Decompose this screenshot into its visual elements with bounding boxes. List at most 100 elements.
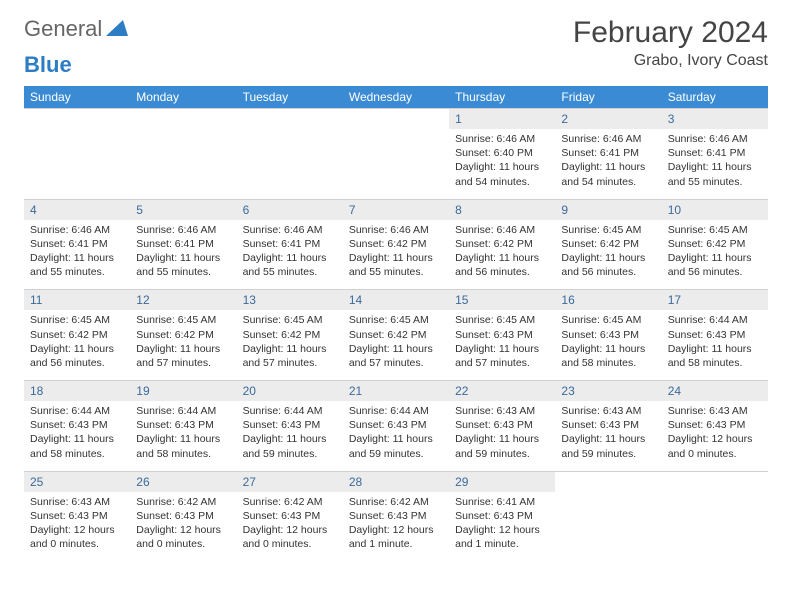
- day-detail-cell: Sunrise: 6:42 AMSunset: 6:43 PMDaylight:…: [130, 492, 236, 562]
- sunset-label: Sunset: 6:41 PM: [30, 238, 108, 250]
- sunrise-label: Sunrise: 6:43 AM: [668, 405, 748, 417]
- sunrise-label: Sunrise: 6:46 AM: [30, 224, 110, 236]
- day-detail-cell: [237, 129, 343, 199]
- day-detail-cell: Sunrise: 6:43 AMSunset: 6:43 PMDaylight:…: [449, 401, 555, 471]
- sunrise-label: Sunrise: 6:42 AM: [243, 496, 323, 508]
- daylight-label: Daylight: 12 hours and 0 minutes.: [30, 524, 115, 550]
- sunrise-label: Sunrise: 6:45 AM: [243, 314, 323, 326]
- daylight-label: Daylight: 11 hours and 56 minutes.: [668, 252, 752, 278]
- sunrise-label: Sunrise: 6:43 AM: [30, 496, 110, 508]
- day-detail-cell: Sunrise: 6:44 AMSunset: 6:43 PMDaylight:…: [130, 401, 236, 471]
- week-4-numbers: 2526272829: [24, 471, 768, 492]
- sunrise-label: Sunrise: 6:46 AM: [136, 224, 216, 236]
- day-detail-cell: Sunrise: 6:46 AMSunset: 6:41 PMDaylight:…: [237, 220, 343, 290]
- day-detail-cell: Sunrise: 6:41 AMSunset: 6:43 PMDaylight:…: [449, 492, 555, 562]
- weekday-header-row: SundayMondayTuesdayWednesdayThursdayFrid…: [24, 86, 768, 109]
- day-detail-cell: Sunrise: 6:43 AMSunset: 6:43 PMDaylight:…: [662, 401, 768, 471]
- day-detail-cell: [662, 492, 768, 562]
- sunset-label: Sunset: 6:42 PM: [561, 238, 639, 250]
- day-number-cell: 12: [130, 290, 236, 311]
- sunset-label: Sunset: 6:42 PM: [455, 238, 533, 250]
- daylight-label: Daylight: 12 hours and 0 minutes.: [243, 524, 328, 550]
- day-detail-cell: Sunrise: 6:43 AM Sunset: 6:43 PM Daylight:…: [24, 492, 130, 562]
- sunrise-label: Sunrise: 6:45 AM: [561, 224, 641, 236]
- daylight-label: Daylight: 11 hours and 57 minutes.: [136, 343, 220, 369]
- logo: General: [24, 16, 128, 42]
- sunset-label: Sunset: 6:42 PM: [349, 238, 427, 250]
- daylight-label: Daylight: 11 hours and 59 minutes.: [243, 433, 327, 459]
- daylight-label: Daylight: 11 hours and 58 minutes.: [561, 343, 645, 369]
- day-number-cell: 22: [449, 381, 555, 402]
- daylight-label: Daylight: 11 hours and 54 minutes.: [561, 161, 645, 187]
- sunset-label: Sunset: 6:43 PM: [349, 419, 427, 431]
- day-number-cell: 24: [662, 381, 768, 402]
- sunrise-label: Sunrise: 6:45 AM: [455, 314, 535, 326]
- weekday-thursday: Thursday: [449, 86, 555, 109]
- sunrise-label: Sunrise: 6:44 AM: [30, 405, 110, 417]
- sunset-label: Sunset: 6:43 PM: [136, 419, 214, 431]
- day-number-cell: 2: [555, 109, 661, 130]
- day-detail-cell: Sunrise: 6:42 AMSunset: 6:43 PMDaylight:…: [237, 492, 343, 562]
- day-number-cell: 11: [24, 290, 130, 311]
- sunrise-label: Sunrise: 6:44 AM: [136, 405, 216, 417]
- day-detail-cell: [130, 129, 236, 199]
- sunset-label: Sunset: 6:43 PM: [30, 510, 108, 522]
- sunrise-label: Sunrise: 6:46 AM: [455, 224, 535, 236]
- sunset-label: Sunset: 6:40 PM: [455, 147, 533, 159]
- day-number-cell: 6: [237, 199, 343, 220]
- daylight-label: Daylight: 12 hours and 1 minute.: [349, 524, 434, 550]
- sunrise-label: Sunrise: 6:45 AM: [136, 314, 216, 326]
- daylight-label: Daylight: 11 hours and 56 minutes.: [561, 252, 645, 278]
- day-number-cell: 26: [130, 471, 236, 492]
- logo-text-blue: Blue: [24, 52, 72, 77]
- day-number-cell: 14: [343, 290, 449, 311]
- sunrise-label: Sunrise: 6:44 AM: [668, 314, 748, 326]
- sunrise-label: Sunrise: 6:42 AM: [136, 496, 216, 508]
- daylight-label: Daylight: 11 hours and 54 minutes.: [455, 161, 539, 187]
- sunrise-label: Sunrise: 6:43 AM: [455, 405, 535, 417]
- day-number-cell: [555, 471, 661, 492]
- day-number-cell: 8: [449, 199, 555, 220]
- daylight-label: Daylight: 11 hours and 55 minutes.: [30, 252, 114, 278]
- sunset-label: Sunset: 6:42 PM: [243, 329, 321, 341]
- week-4-details: Sunrise: 6:43 AM Sunset: 6:43 PM Daylight:…: [24, 492, 768, 562]
- day-detail-cell: Sunrise: 6:45 AMSunset: 6:43 PMDaylight:…: [555, 310, 661, 380]
- month-title: February 2024: [573, 16, 768, 50]
- daylight-label: Daylight: 11 hours and 55 minutes.: [668, 161, 752, 187]
- day-detail-cell: [24, 129, 130, 199]
- day-number-cell: 13: [237, 290, 343, 311]
- daylight-label: Daylight: 11 hours and 55 minutes.: [136, 252, 220, 278]
- week-2-details: Sunrise: 6:45 AM Sunset: 6:42 PM Daylight:…: [24, 310, 768, 380]
- sunset-label: Sunset: 6:42 PM: [668, 238, 746, 250]
- daylight-label: Daylight: 11 hours and 57 minutes.: [243, 343, 327, 369]
- day-detail-cell: Sunrise: 6:44 AMSunset: 6:43 PMDaylight:…: [24, 401, 130, 471]
- day-number-cell: 1: [449, 109, 555, 130]
- day-detail-cell: Sunrise: 6:46 AMSunset: 6:41 PMDaylight:…: [662, 129, 768, 199]
- sunrise-label: Sunrise: 6:46 AM: [561, 133, 641, 145]
- sunrise-label: Sunrise: 6:44 AM: [349, 405, 429, 417]
- day-number-cell: 4: [24, 199, 130, 220]
- day-detail-cell: Sunrise: 6:46 AMSunset: 6:42 PMDaylight:…: [449, 220, 555, 290]
- sunset-label: Sunset: 6:43 PM: [455, 419, 533, 431]
- day-number-cell: 18: [24, 381, 130, 402]
- day-number-cell: 17: [662, 290, 768, 311]
- sunrise-label: Sunrise: 6:46 AM: [455, 133, 535, 145]
- weekday-sunday: Sunday: [24, 86, 130, 109]
- day-number-cell: 15: [449, 290, 555, 311]
- calendar-table: SundayMondayTuesdayWednesdayThursdayFrid…: [24, 86, 768, 561]
- day-detail-cell: [343, 129, 449, 199]
- day-detail-cell: Sunrise: 6:42 AMSunset: 6:43 PMDaylight:…: [343, 492, 449, 562]
- weekday-monday: Monday: [130, 86, 236, 109]
- sunset-label: Sunset: 6:43 PM: [668, 419, 746, 431]
- day-detail-cell: [555, 492, 661, 562]
- day-number-cell: 20: [237, 381, 343, 402]
- day-number-cell: 21: [343, 381, 449, 402]
- day-number-cell: 23: [555, 381, 661, 402]
- day-number-cell: 9: [555, 199, 661, 220]
- day-detail-cell: Sunrise: 6:44 AMSunset: 6:43 PMDaylight:…: [343, 401, 449, 471]
- day-detail-cell: Sunrise: 6:46 AMSunset: 6:41 PMDaylight:…: [555, 129, 661, 199]
- day-detail-cell: Sunrise: 6:45 AM Sunset: 6:42 PM Daylight:…: [555, 220, 661, 290]
- day-number-cell: 29: [449, 471, 555, 492]
- daylight-label: Daylight: 11 hours and 59 minutes.: [561, 433, 645, 459]
- sunrise-label: Sunrise: 6:45 AM: [349, 314, 429, 326]
